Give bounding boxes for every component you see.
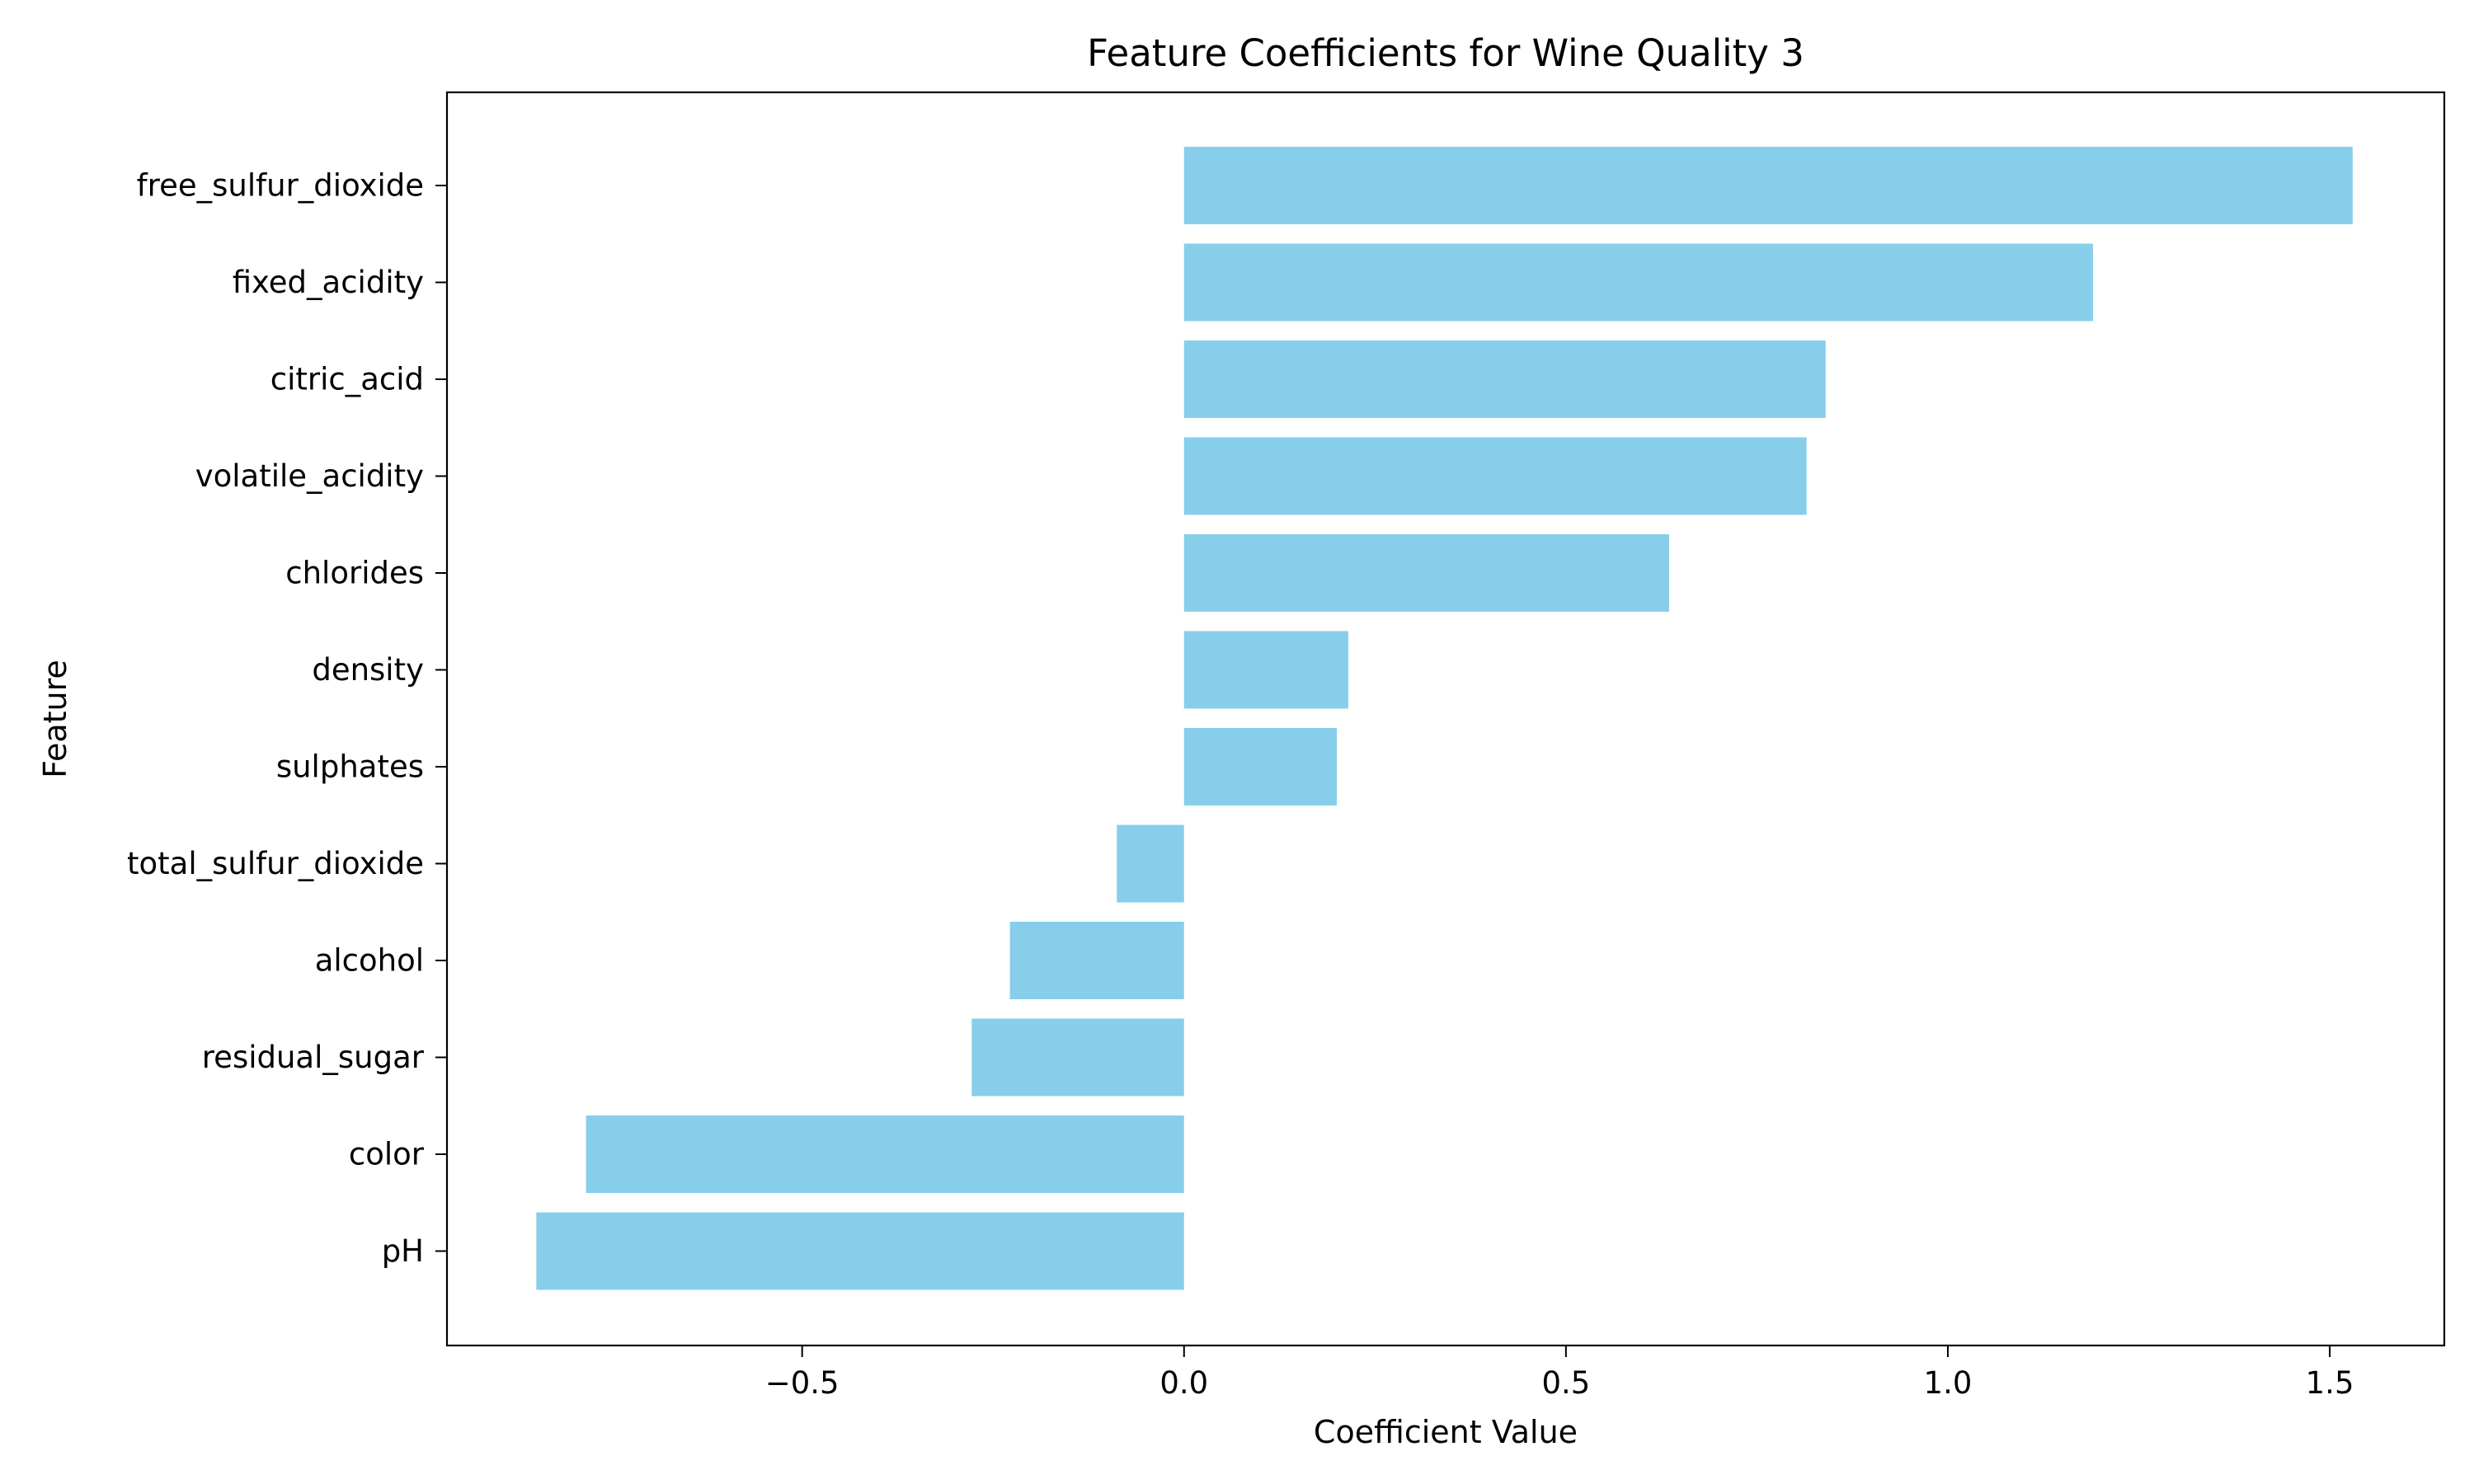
y-tick-label: sulphates xyxy=(276,749,424,785)
bar-color xyxy=(586,1115,1184,1193)
y-tick-label: citric_acid xyxy=(270,362,424,397)
bar-volatile-acidity xyxy=(1183,437,1807,515)
y-tick-label: free_sulfur_dioxide xyxy=(137,168,424,204)
y-tick-label: volatile_acidity xyxy=(195,458,424,494)
y-tick-label: color xyxy=(349,1137,425,1172)
y-tick-label: pH xyxy=(382,1233,424,1269)
x-axis-label: Coefficient Value xyxy=(1314,1414,1578,1450)
x-tick-label: 1.0 xyxy=(1924,1365,1973,1401)
x-tick-label: −0.5 xyxy=(765,1365,840,1401)
bar-density xyxy=(1183,631,1348,709)
x-tick-label: 0.0 xyxy=(1159,1365,1208,1401)
bar-residual-sugar xyxy=(971,1018,1184,1097)
y-tick-label: residual_sugar xyxy=(202,1040,425,1075)
x-tick-label: 0.5 xyxy=(1541,1365,1590,1401)
y-tick-label: alcohol xyxy=(315,943,424,979)
y-axis-label: Feature xyxy=(37,660,73,778)
bar-free-sulfur-dioxide xyxy=(1183,147,2353,224)
bar-ph xyxy=(536,1212,1184,1290)
y-tick-label: density xyxy=(312,652,424,688)
y-tick-label: total_sulfur_dioxide xyxy=(127,846,424,881)
bar-fixed-acidity xyxy=(1183,243,2093,322)
plot-area-frame xyxy=(445,91,2446,1347)
bar-sulphates xyxy=(1183,728,1338,805)
x-axis-ticks: −0.5 0.0 0.5 1.0 1.5 xyxy=(765,1345,2354,1401)
bar-total-sulfur-dioxide xyxy=(1117,824,1184,903)
y-tick-label: fixed_acidity xyxy=(233,265,424,300)
chart-title: Feature Coefficients for Wine Quality 3 xyxy=(1087,31,1804,75)
bars-group xyxy=(536,147,2353,1290)
bar-alcohol xyxy=(1009,922,1184,999)
y-tick-label: chlorides xyxy=(285,556,424,591)
y-axis-ticks: free_sulfur_dioxide fixed_acidity citric_a… xyxy=(127,168,447,1269)
x-tick-label: 1.5 xyxy=(2306,1365,2354,1401)
bar-citric-acid xyxy=(1183,340,1826,418)
bar-chlorides xyxy=(1183,534,1669,612)
